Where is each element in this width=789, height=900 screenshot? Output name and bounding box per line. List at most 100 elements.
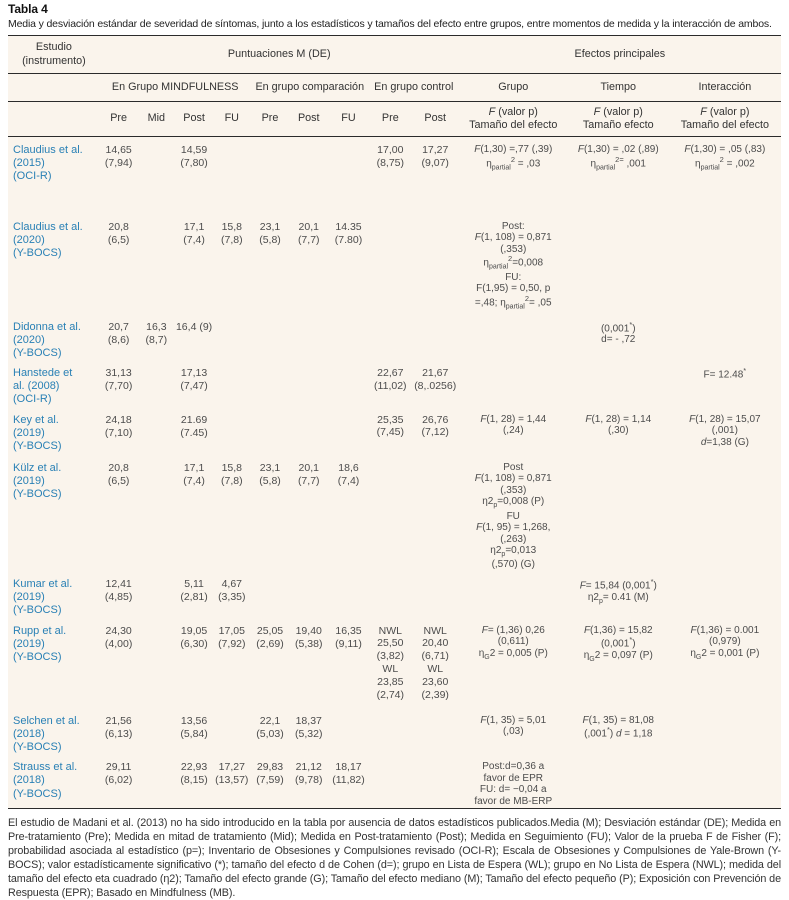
study-cell: Külz et al. (2019) (Y-BOCS) [13, 461, 62, 500]
cell-mindfulness-post: 22,93 (8,15) [180, 761, 208, 787]
cell-control-pre [369, 455, 412, 571]
cell-control-post: 26,76 (7,12) [421, 413, 449, 439]
cell-control-pre [369, 571, 412, 618]
header-study: Estudio (instrumento) [22, 41, 86, 67]
header-col-m-pre: Pre [110, 112, 128, 125]
cell-mindfulness-fu: 15,8 (7,8) [220, 461, 243, 487]
table-row: Külz et al. (2019) (Y-BOCS) 20,8 (6,5) 1… [8, 455, 781, 571]
cell-mindfulness-fu [213, 360, 251, 407]
header-stat-interaccion: F (valor p) Tamaño del efecto [680, 105, 769, 131]
study-cell: Key et al. (2019) (Y-BOCS) [13, 413, 62, 452]
cell-comparison-post: 21,12 (9,78) [295, 761, 323, 787]
cell-control-pre: NWL 25,50 (3,82) WL 23,85 (2,74) [376, 624, 405, 701]
cell-control-post: NWL 20,40 (6,71) WL 23,60 (2,39) [421, 624, 449, 701]
cell-mindfulness-pre: 14,65 (7,94) [104, 144, 133, 170]
cell-effect-grupo: F(1,30) =,77 (,39) ηpartial2 = ,03 [474, 144, 553, 171]
cell-mindfulness-mid [137, 708, 175, 755]
footnote: El estudio de Madani et al. (2013) no ha… [8, 816, 781, 899]
cell-mindfulness-post: 14,59 (7,80) [180, 144, 208, 170]
cell-mindfulness-fu: 4,67 (3,35) [218, 578, 246, 604]
cell-control-pre: 17,00 (8,75) [376, 144, 405, 169]
header-col-c-pre: Pre [261, 112, 279, 125]
cell-mindfulness-fu [213, 708, 251, 755]
header-interaccion: Interacción [698, 80, 752, 93]
cell-control-pre: 25,35 (7,45) [376, 413, 405, 439]
cell-comparison-fu [328, 137, 369, 214]
table-row: Kumar et al. (2019) (Y-BOCS) 12,41 (4,85… [8, 571, 781, 618]
header-scores-group: Puntuaciones M (DE) [227, 47, 331, 60]
cell-comparison-post [289, 571, 328, 618]
cell-mindfulness-mid [137, 618, 175, 708]
cell-effect-grupo [459, 360, 568, 407]
cell-mindfulness-post: 5,11 (2,81) [180, 578, 208, 604]
cell-mindfulness-mid [137, 754, 175, 808]
cell-effect-grupo: F= (1,36) 0,26 (0,611) ηG2 = 0,005 (P) [478, 624, 548, 661]
cell-comparison-post [289, 407, 328, 455]
cell-comparison-pre: 23,1 (5,8) [259, 461, 281, 487]
cell-comparison-pre [251, 137, 290, 214]
cell-comparison-post [289, 137, 328, 214]
cell-mindfulness-mid: 16,3 (8,7) [145, 320, 168, 346]
cell-mindfulness-mid [137, 571, 175, 618]
cell-mindfulness-pre: 24,30 (4,00) [104, 624, 133, 650]
header-stat-grupo: F (valor p) Tamaño del efecto [469, 105, 558, 131]
cell-mindfulness-pre: 31,13 (7,70) [104, 367, 133, 393]
header-row-groups: Estudio (instrumento) Puntuaciones M (DE… [8, 36, 781, 74]
cell-comparison-post [289, 360, 328, 407]
table-row: Strauss et al. (2018) (Y-BOCS) 29,11 (6,… [8, 754, 781, 808]
cell-effect-tiempo: F= 15,84 (0,001*) η2p= 0.41 (M) [579, 577, 657, 605]
cell-mindfulness-fu: 15,8 (7,8) [220, 220, 243, 246]
cell-mindfulness-post: 17,1 (7,4) [183, 461, 205, 487]
cell-comparison-fu [328, 571, 369, 618]
cell-effect-interaccion: F(1,36) = 0.001 (0,979) ηG2 = 0,001 (P) [690, 624, 760, 661]
cell-control-post: 17,27 (9,07) [421, 144, 449, 169]
cell-mindfulness-pre: 24,18 (7,10) [104, 413, 133, 439]
cell-mindfulness-mid [137, 407, 175, 455]
cell-comparison-fu: 16,35 (9,11) [335, 624, 362, 650]
cell-mindfulness-pre: 20,7 (8,6) [107, 320, 130, 346]
cell-mindfulness-pre: 29,11 (6,02) [104, 761, 133, 787]
header-mindfulness-group: En Grupo MINDFULNESS [111, 80, 239, 93]
header-comparison-group: En grupo comparación [255, 80, 365, 93]
cell-effect-interaccion: F(1, 28) = 15,07 (,001) d=1,38 (G) [689, 413, 761, 448]
cell-mindfulness-fu: 17,27 (13,57) [215, 761, 249, 787]
header-effects-group: Efectos principales [574, 47, 666, 60]
study-cell: Claudius et al. (2020) (Y-BOCS) [13, 220, 83, 259]
header-col-m-post: Post [183, 112, 205, 125]
cell-mindfulness-pre: 21,56 (6,13) [104, 714, 133, 740]
cell-mindfulness-post: 16,4 (9) [175, 320, 213, 333]
cell-mindfulness-mid [137, 455, 175, 571]
cell-comparison-pre: 23,1 (5,8) [259, 220, 281, 246]
cell-control-pre [369, 754, 412, 808]
cell-comparison-fu [328, 360, 369, 407]
cell-comparison-post [289, 314, 328, 361]
table-body: Claudius et al. (2015) (OCI-R) 14,65 (7,… [8, 137, 781, 809]
cell-comparison-post: 20,1 (7,7) [297, 220, 320, 246]
cell-effect-tiempo: F(1, 28) = 1,14 (,30) [585, 413, 652, 437]
cell-control-post [412, 214, 459, 314]
cell-comparison-pre: 25,05 (2,69) [256, 624, 284, 650]
cell-control-post [412, 314, 459, 361]
cell-effect-grupo: Post: F(1, 108) = 0,871 (,353) ηpartial2… [474, 220, 552, 311]
cell-comparison-fu [328, 314, 369, 361]
cell-comparison-post: 18,37 (5,32) [295, 714, 323, 740]
cell-control-post [412, 708, 459, 755]
header-col-c-post: Post [297, 112, 320, 125]
table-header: Estudio (instrumento) Puntuaciones M (DE… [8, 36, 781, 137]
table-row: Didonna et al. (2020) (Y-BOCS) 20,7 (8,6… [8, 314, 781, 361]
cell-effect-tiempo [568, 360, 669, 407]
study-cell: Rupp et al. (2019) (Y-BOCS) [13, 624, 67, 663]
header-spacer [8, 74, 100, 102]
cell-comparison-pre [251, 314, 290, 361]
cell-effect-tiempo [568, 214, 669, 314]
cell-mindfulness-post: 17,13 (7,47) [180, 367, 208, 393]
cell-effect-interaccion [669, 571, 781, 618]
cell-effect-grupo [459, 314, 568, 361]
cell-control-pre [369, 214, 412, 314]
cell-effect-tiempo: (0,001*) d= - ,72 [600, 319, 636, 346]
study-cell: Didonna et al. (2020) (Y-BOCS) [13, 320, 81, 359]
cell-mindfulness-pre: 12,41 (4,85) [104, 578, 133, 604]
cell-mindfulness-post: 21.69 (7.45) [180, 413, 208, 439]
cell-mindfulness-post: 13,56 (5,84) [180, 714, 208, 740]
cell-control-post [412, 754, 459, 808]
